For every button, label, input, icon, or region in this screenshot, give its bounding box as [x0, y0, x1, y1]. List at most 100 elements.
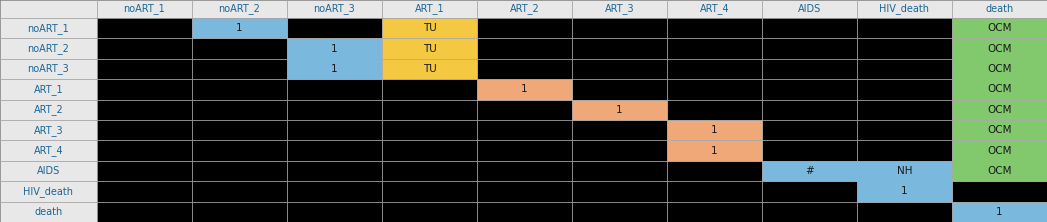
Bar — [762, 140, 857, 161]
Bar — [572, 18, 667, 38]
Bar — [572, 59, 667, 79]
Bar — [762, 181, 857, 202]
Bar — [192, 18, 287, 38]
Bar — [287, 38, 382, 59]
Text: 1: 1 — [617, 105, 623, 115]
Bar — [382, 38, 477, 59]
Text: TU: TU — [423, 64, 437, 74]
Bar — [952, 79, 1047, 100]
Bar — [857, 18, 952, 38]
Text: OCM: OCM — [987, 64, 1011, 74]
Bar — [857, 140, 952, 161]
Bar — [382, 100, 477, 120]
Bar — [97, 120, 192, 140]
Text: 1: 1 — [331, 64, 338, 74]
Bar — [952, 38, 1047, 59]
Bar — [0, 202, 97, 222]
Bar — [97, 181, 192, 202]
Bar — [192, 79, 287, 100]
Bar — [952, 38, 1047, 59]
Bar — [952, 140, 1047, 161]
Text: noART_1: noART_1 — [27, 23, 69, 34]
Bar — [382, 79, 477, 100]
Bar — [0, 140, 97, 161]
Bar — [287, 120, 382, 140]
Bar — [667, 120, 762, 140]
Bar — [382, 18, 477, 38]
Bar — [952, 120, 1047, 140]
Bar — [952, 0, 1047, 18]
Bar — [667, 202, 762, 222]
Bar — [667, 140, 762, 161]
Bar — [382, 59, 477, 79]
Bar — [477, 59, 572, 79]
Bar — [667, 140, 762, 161]
Bar — [857, 38, 952, 59]
Bar — [857, 79, 952, 100]
Bar — [762, 79, 857, 100]
Bar — [762, 38, 857, 59]
Bar — [0, 38, 97, 59]
Bar — [97, 18, 192, 38]
Bar — [667, 18, 762, 38]
Bar — [667, 59, 762, 79]
Bar — [97, 59, 192, 79]
Bar — [857, 100, 952, 120]
Bar — [952, 100, 1047, 120]
Bar — [97, 38, 192, 59]
Bar — [667, 79, 762, 100]
Text: OCM: OCM — [987, 105, 1011, 115]
Bar — [952, 202, 1047, 222]
Bar — [952, 100, 1047, 120]
Bar — [287, 181, 382, 202]
Bar — [382, 120, 477, 140]
Bar — [382, 161, 477, 181]
Bar — [857, 59, 952, 79]
Bar — [0, 120, 97, 140]
Text: noART_3: noART_3 — [27, 63, 69, 74]
Bar — [382, 59, 477, 79]
Bar — [287, 79, 382, 100]
Bar — [762, 161, 857, 181]
Bar — [97, 202, 192, 222]
Bar — [857, 120, 952, 140]
Bar — [477, 38, 572, 59]
Text: noART_1: noART_1 — [124, 4, 165, 14]
Bar — [192, 18, 287, 38]
Bar — [287, 100, 382, 120]
Text: death: death — [985, 4, 1013, 14]
Bar — [97, 79, 192, 100]
Bar — [287, 18, 382, 38]
Bar — [287, 59, 382, 79]
Text: ART_3: ART_3 — [34, 125, 63, 136]
Bar — [667, 161, 762, 181]
Text: NH: NH — [896, 166, 912, 176]
Bar — [857, 0, 952, 18]
Bar — [287, 202, 382, 222]
Bar — [382, 181, 477, 202]
Bar — [667, 38, 762, 59]
Bar — [952, 120, 1047, 140]
Bar — [952, 18, 1047, 38]
Text: ART_4: ART_4 — [34, 145, 63, 156]
Bar — [857, 161, 952, 181]
Bar — [0, 0, 97, 18]
Bar — [477, 202, 572, 222]
Text: noART_2: noART_2 — [219, 4, 261, 14]
Bar — [477, 140, 572, 161]
Text: ART_1: ART_1 — [415, 4, 444, 14]
Bar — [857, 181, 952, 202]
Text: ART_1: ART_1 — [34, 84, 63, 95]
Bar — [382, 38, 477, 59]
Bar — [952, 18, 1047, 38]
Bar — [0, 181, 97, 202]
Bar — [572, 120, 667, 140]
Text: 1: 1 — [711, 125, 718, 135]
Bar — [0, 100, 97, 120]
Bar — [192, 120, 287, 140]
Text: OCM: OCM — [987, 23, 1011, 33]
Bar — [857, 161, 952, 181]
Bar — [97, 140, 192, 161]
Bar — [572, 79, 667, 100]
Bar — [192, 59, 287, 79]
